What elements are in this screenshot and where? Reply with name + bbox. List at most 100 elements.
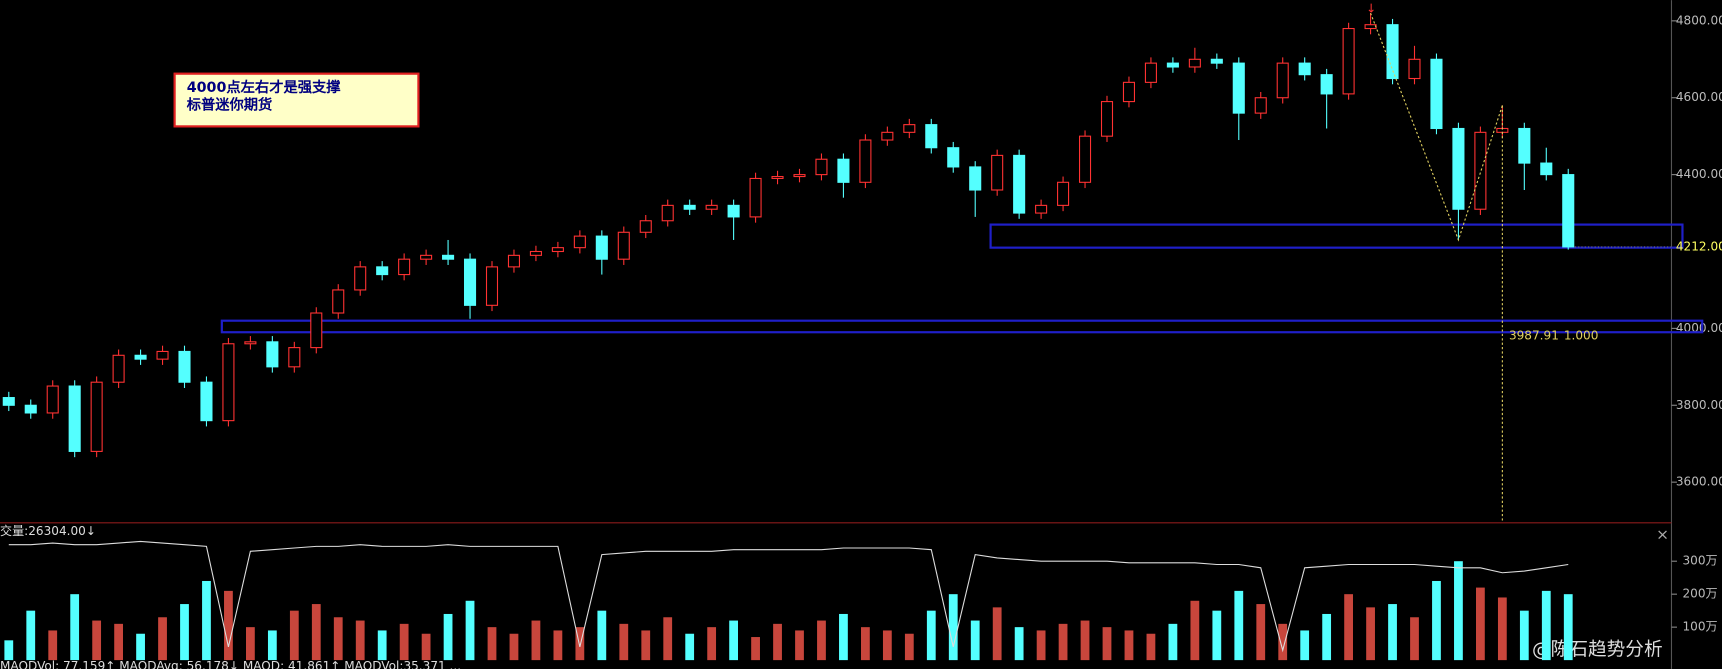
volume-bar (1234, 590, 1244, 661)
volume-bar (114, 623, 123, 661)
y-tick-label: 200万 (1682, 587, 1717, 601)
candle-body (134, 354, 147, 360)
candle-body (1035, 204, 1048, 214)
volume-bar (861, 627, 870, 661)
volume-bar (333, 617, 343, 661)
watermark: @陈石趋势分析 (1532, 640, 1663, 661)
volume-bar (882, 630, 892, 661)
candle-body (442, 254, 455, 260)
candle-body (1474, 131, 1487, 210)
candle-body (815, 158, 828, 176)
candle-body (1518, 127, 1531, 164)
candle-body (551, 247, 564, 253)
volume-bar (421, 633, 431, 661)
note-text: 4000点左右才是强支撑 (187, 78, 342, 96)
candle-body (1298, 62, 1311, 76)
volume-bar (399, 623, 409, 661)
candle-body (1122, 81, 1136, 103)
volume-bar (1476, 587, 1485, 661)
candle-body (1320, 74, 1333, 95)
volume-bar (267, 630, 277, 661)
volume-bar (1036, 630, 1046, 661)
volume-bar (707, 627, 717, 661)
candle-body (68, 385, 81, 452)
volume-bar (729, 620, 738, 661)
volume-bar (1124, 630, 1134, 661)
support-zone (220, 319, 1704, 334)
volume-bar (443, 613, 453, 661)
volume-line (8, 540, 1569, 653)
candle-body (46, 385, 59, 414)
volume-bar (1300, 630, 1310, 661)
candle-body (112, 354, 125, 383)
y-tick-label: 4600.00 (1676, 90, 1722, 104)
candle-body (749, 177, 762, 218)
candle-body (310, 312, 323, 349)
volume-bar (619, 623, 629, 661)
volume-bar (1146, 633, 1156, 661)
candle-body (1057, 181, 1070, 206)
volume-bar (795, 630, 804, 661)
candle-body (332, 289, 345, 314)
volume-bar (839, 613, 848, 661)
volume-bar (1454, 561, 1463, 661)
candle-body (2, 397, 15, 406)
volume-bar (970, 620, 980, 661)
volume-bar (1519, 610, 1529, 661)
volume-bar (926, 610, 936, 661)
candle-body (266, 341, 279, 368)
candle-body (1430, 58, 1443, 130)
candle-body (156, 350, 169, 360)
volume-bar (663, 617, 673, 661)
candle-body (354, 266, 367, 291)
candle-body (639, 220, 652, 233)
volume-bar (1102, 627, 1112, 661)
volume-bar (48, 630, 58, 661)
candle-body (1364, 24, 1377, 30)
volume-bar (1014, 627, 1024, 661)
candle-body (771, 175, 784, 180)
volume-bar (1410, 617, 1419, 661)
volume-bar (751, 637, 760, 661)
candle-body (859, 139, 872, 183)
candle-body (485, 266, 499, 306)
candle-body (463, 258, 477, 306)
volume-bar (246, 627, 255, 661)
candle-body (507, 254, 521, 268)
volume-bar (289, 610, 299, 661)
candle-body (837, 158, 850, 183)
y-tick-label: 4400.00 (1676, 167, 1722, 181)
candle-body (903, 124, 916, 133)
candle-body (683, 204, 696, 210)
volume-bar (773, 623, 782, 661)
support-zone (989, 223, 1684, 249)
volume-bar (1366, 607, 1375, 661)
candle-body (969, 166, 982, 191)
volume-bar (575, 627, 585, 661)
candle-body (1078, 135, 1092, 183)
last-price-label: 4212.00 (1676, 239, 1722, 253)
candle-body (1342, 27, 1355, 95)
candle-body (1210, 58, 1223, 64)
candle-body (1232, 62, 1245, 114)
volume-bar (1322, 613, 1332, 661)
note-box (173, 72, 420, 128)
volume-bar (1168, 623, 1178, 661)
volume-bar (377, 630, 387, 661)
volume-bar (4, 640, 14, 661)
candle-body (793, 174, 806, 178)
close-button[interactable]: × (1656, 525, 1669, 543)
candle-body (595, 235, 608, 260)
volume-bar (1344, 594, 1353, 661)
volume-bar (641, 630, 651, 661)
candle-body (244, 341, 257, 345)
candle-body (947, 147, 960, 168)
status-line: MAODVol: 77.159↑ MAODAvg: 56.178↓ MAOD: … (0, 659, 461, 669)
candle-body (991, 154, 1004, 191)
candle-body (881, 131, 894, 141)
candle-body (529, 250, 542, 256)
volume-bar (311, 604, 321, 661)
candle-body (1013, 154, 1026, 214)
volume-bar (1212, 610, 1222, 661)
